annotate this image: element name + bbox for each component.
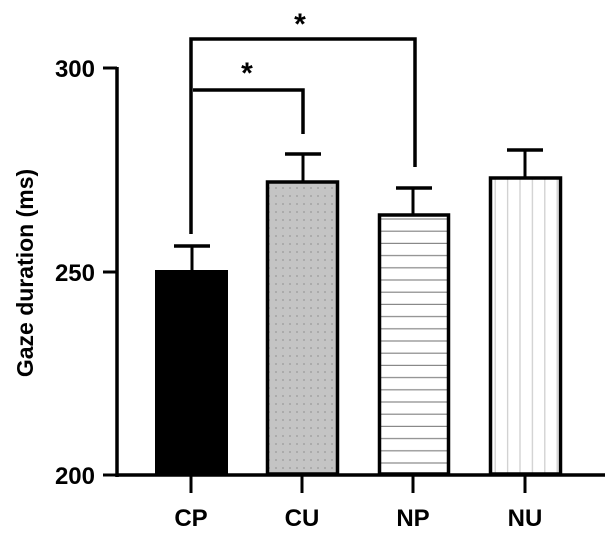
y-axis-label: Gaze duration (ms) [12, 169, 38, 377]
significance-cp-np: * [189, 8, 417, 234]
significance-star-inner: * [241, 57, 253, 90]
bar-cu [265, 152, 340, 476]
x-tick-cu: CU [285, 505, 320, 531]
x-tick-nu: NU [508, 505, 543, 531]
y-axis: 300 250 200 [55, 56, 119, 490]
bar-cp [155, 244, 228, 475]
y-tick-250: 250 [55, 260, 95, 287]
y-tick-300: 300 [55, 56, 95, 83]
bar-np [377, 186, 451, 476]
significance-cp-cu: * [193, 57, 305, 134]
y-tick-200: 200 [55, 463, 95, 490]
x-tick-np: NP [396, 505, 429, 531]
bar-nu [488, 148, 563, 476]
significance-star-outer: * [294, 8, 306, 41]
x-tick-cp: CP [174, 505, 207, 531]
x-axis: CP CU NP NU [116, 473, 605, 532]
